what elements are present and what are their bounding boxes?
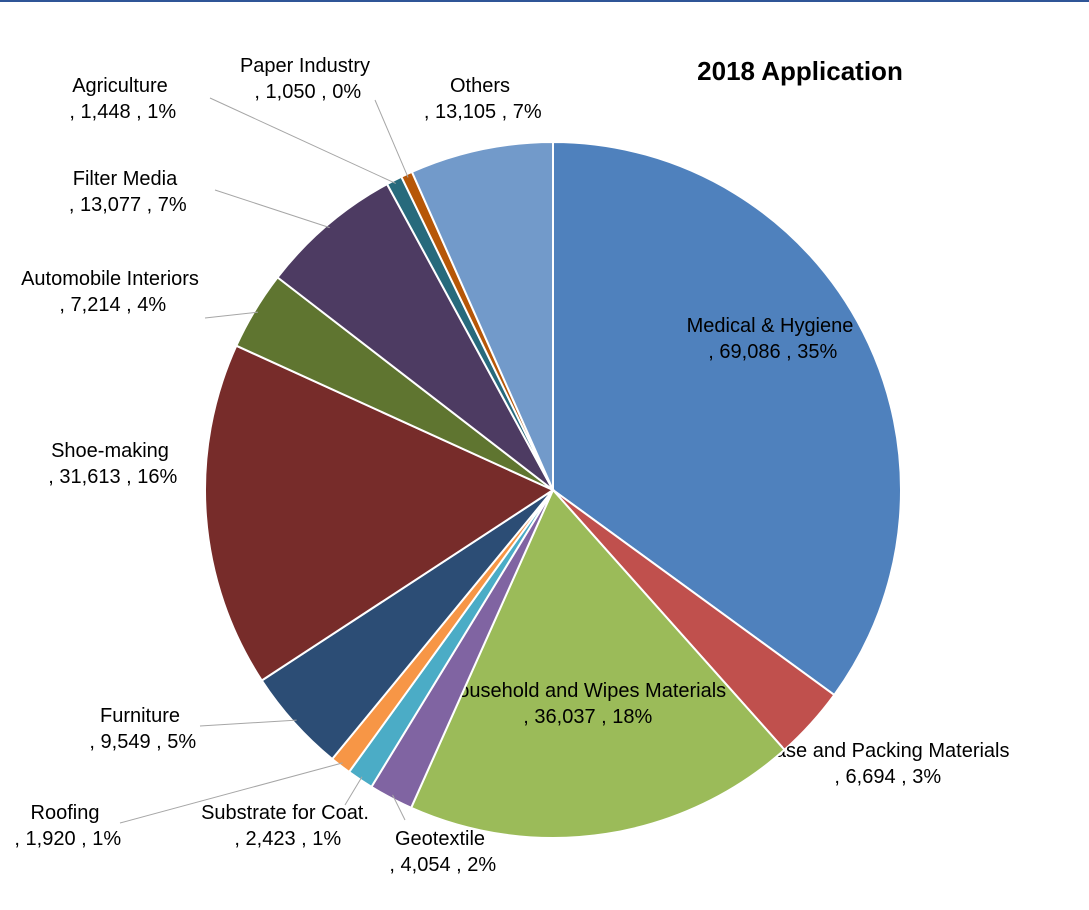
data-label: Medical & Hygiene , 69,086 , 35% bbox=[687, 315, 854, 363]
label-separator: , bbox=[781, 341, 798, 363]
label-separator: , bbox=[249, 81, 266, 103]
leader-line bbox=[204, 311, 258, 319]
category-label: Household and Wipes Materials bbox=[444, 680, 726, 702]
leader-line bbox=[392, 794, 406, 821]
percent-label: 16% bbox=[137, 466, 177, 488]
data-label: Furniture , 9,549 , 5% bbox=[84, 705, 197, 753]
label-separator: , bbox=[418, 101, 435, 123]
category-label: Paper Industry bbox=[240, 55, 370, 77]
data-label: Paper Industry , 1,050 , 0% bbox=[240, 55, 370, 103]
chart-title: 2018 Application bbox=[697, 56, 903, 86]
category-label: Automobile Interiors bbox=[21, 268, 199, 290]
percent-label: 7% bbox=[513, 101, 542, 123]
label-separator: , bbox=[229, 828, 246, 850]
label-separator: , bbox=[384, 854, 401, 876]
percent-label: 2% bbox=[467, 854, 496, 876]
value-label: 1,448 bbox=[81, 101, 131, 123]
percent-label: 7% bbox=[158, 194, 187, 216]
percent-label: 0% bbox=[332, 81, 361, 103]
data-label: Geotextile , 4,054 , 2% bbox=[384, 828, 497, 876]
label-separator: , bbox=[63, 194, 80, 216]
label-separator: , bbox=[896, 766, 913, 788]
percent-label: 18% bbox=[612, 706, 652, 728]
percent-label: 1% bbox=[312, 828, 341, 850]
label-separator: , bbox=[151, 731, 168, 753]
percent-label: 1% bbox=[147, 101, 176, 123]
leader-line bbox=[199, 719, 297, 727]
label-separator: , bbox=[121, 466, 138, 488]
label-separator: , bbox=[596, 706, 613, 728]
label-separator: , bbox=[703, 341, 720, 363]
value-label: 69,086 bbox=[719, 341, 780, 363]
category-label: Filter Media bbox=[73, 168, 178, 190]
data-label: Substrate for Coat. , 2,423 , 1% bbox=[201, 802, 369, 850]
label-separator: , bbox=[76, 828, 93, 850]
data-label: Roofing , 1,920 , 1% bbox=[9, 802, 122, 850]
category-label: Shoe-making bbox=[51, 440, 169, 462]
data-label: Agriculture , 1,448 , 1% bbox=[64, 75, 177, 123]
value-label: 13,077 bbox=[80, 194, 141, 216]
label-separator: , bbox=[9, 828, 26, 850]
value-label: 9,549 bbox=[101, 731, 151, 753]
pie-slice bbox=[552, 140, 902, 697]
value-label: 2,423 bbox=[246, 828, 296, 850]
category-label: Substrate for Coat. bbox=[201, 802, 369, 824]
value-label: 1,050 bbox=[266, 81, 316, 103]
category-label: Case and Packing Materials bbox=[760, 740, 1009, 762]
data-label: Filter Media , 13,077 , 7% bbox=[63, 168, 187, 216]
category-label: Others bbox=[450, 75, 510, 97]
leader-line bbox=[209, 97, 396, 184]
percent-label: 35% bbox=[797, 341, 837, 363]
label-separator: , bbox=[451, 854, 468, 876]
category-label: Furniture bbox=[100, 705, 180, 727]
label-separator: , bbox=[141, 194, 158, 216]
pie-slice bbox=[410, 140, 554, 491]
leader-line bbox=[344, 776, 363, 806]
label-separator: , bbox=[121, 294, 138, 316]
label-separator: , bbox=[64, 101, 81, 123]
label-separator: , bbox=[829, 766, 846, 788]
data-label: Automobile Interiors , 7,214 , 4% bbox=[21, 268, 199, 316]
category-label: Geotextile bbox=[395, 828, 485, 850]
value-label: 1,920 bbox=[26, 828, 76, 850]
label-separator: , bbox=[43, 466, 60, 488]
label-separator: , bbox=[518, 706, 535, 728]
pie-slice bbox=[409, 488, 786, 839]
percent-label: 4% bbox=[137, 294, 166, 316]
value-label: 6,694 bbox=[846, 766, 896, 788]
label-separator: , bbox=[54, 294, 71, 316]
value-label: 36,037 bbox=[534, 706, 595, 728]
percent-label: 1% bbox=[92, 828, 121, 850]
percent-label: 3% bbox=[912, 766, 941, 788]
label-separator: , bbox=[131, 101, 148, 123]
pie-slice bbox=[276, 182, 554, 491]
leader-line bbox=[214, 189, 330, 229]
data-label: Case and Packing Materials , 6,694 , 3% bbox=[760, 740, 1009, 788]
leader-line bbox=[374, 99, 409, 178]
label-separator: , bbox=[316, 81, 333, 103]
leader-line bbox=[119, 762, 343, 824]
data-label: Others , 13,105 , 7% bbox=[418, 75, 542, 123]
value-label: 7,214 bbox=[71, 294, 121, 316]
percent-label: 5% bbox=[167, 731, 196, 753]
data-label: Household and Wipes Materials , 36,037 ,… bbox=[444, 680, 726, 728]
pie-slice bbox=[204, 344, 556, 682]
value-label: 13,105 bbox=[435, 101, 496, 123]
label-separator: , bbox=[84, 731, 101, 753]
category-label: Agriculture bbox=[72, 75, 168, 97]
label-separator: , bbox=[496, 101, 513, 123]
label-separator: , bbox=[296, 828, 313, 850]
category-label: Medical & Hygiene bbox=[687, 315, 854, 337]
category-label: Roofing bbox=[31, 802, 100, 824]
value-label: 4,054 bbox=[401, 854, 451, 876]
data-label: Shoe-making , 31,613 , 16% bbox=[43, 440, 178, 488]
value-label: 31,613 bbox=[59, 466, 120, 488]
